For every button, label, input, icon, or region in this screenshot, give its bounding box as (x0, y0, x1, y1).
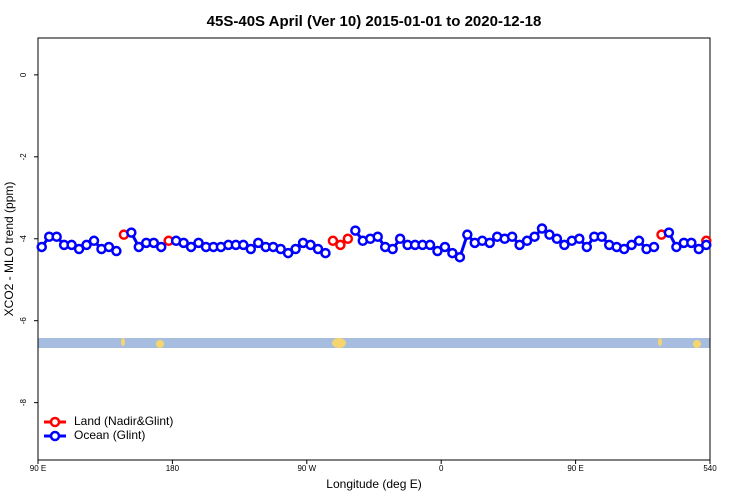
point (81, 239, 92, 251)
point (506, 231, 518, 242)
point (66, 239, 77, 251)
land-patch (121, 338, 125, 346)
land-patch (156, 340, 164, 348)
point (126, 227, 137, 238)
x-tick-label: 90 W (297, 464, 316, 473)
point (36, 241, 47, 253)
point (581, 241, 593, 253)
point (320, 247, 331, 259)
point (73, 243, 85, 255)
point (693, 243, 705, 255)
point (290, 243, 301, 255)
legend-marker (49, 430, 61, 442)
point (574, 233, 585, 245)
point (559, 239, 570, 251)
point (439, 241, 451, 253)
point (275, 243, 286, 255)
point (312, 243, 324, 255)
y-axis-label: XCO2 - MLO trend (ppm) (2, 182, 16, 317)
point (282, 247, 294, 259)
point (663, 227, 675, 238)
point (350, 225, 361, 236)
point (238, 239, 249, 251)
point (185, 241, 197, 253)
point (253, 237, 264, 249)
point (462, 229, 473, 240)
point (514, 239, 525, 251)
y-tick-label: -6 (19, 317, 28, 325)
point (178, 237, 189, 249)
land-strip (38, 338, 710, 348)
point (327, 235, 339, 247)
x-tick-label: 90 E (567, 464, 583, 473)
point (596, 231, 607, 242)
point (529, 231, 540, 242)
point (424, 239, 436, 251)
point (648, 241, 660, 253)
point (88, 235, 100, 247)
point (387, 243, 398, 255)
legend-label: Land (Nadir&Glint) (74, 414, 173, 428)
point (484, 237, 495, 249)
point (432, 245, 443, 257)
point (155, 241, 167, 253)
y-tick-label: 0 (19, 72, 28, 77)
x-tick-label: 180 (166, 464, 180, 473)
point (551, 233, 563, 245)
land-patch (693, 340, 701, 348)
point (521, 235, 533, 247)
point (618, 243, 630, 255)
chart-title: 45S-40S April (Ver 10) 2015-01-01 to 202… (207, 13, 542, 30)
point (671, 241, 682, 253)
land-patch (658, 338, 662, 346)
x-tick-label: 0 (439, 464, 444, 473)
point (544, 229, 555, 240)
x-tick-label: 90 E (30, 464, 46, 473)
point (51, 231, 62, 242)
legend-marker (49, 416, 61, 428)
point (133, 241, 145, 253)
point (372, 231, 383, 242)
x-axis-label: Longitude (deg E) (326, 477, 421, 491)
point (335, 239, 346, 251)
point (686, 237, 697, 249)
point (193, 237, 204, 249)
point (111, 245, 122, 257)
y-tick-label: -8 (19, 399, 28, 407)
legend-label: Ocean (Glint) (74, 428, 145, 442)
point (633, 235, 645, 247)
x-tick-label: 540 (703, 464, 717, 473)
point (245, 243, 257, 255)
point (454, 251, 466, 263)
point (536, 223, 548, 234)
point (103, 241, 115, 253)
y-tick-label: -4 (19, 235, 28, 243)
point (305, 239, 316, 251)
y-tick-label: -2 (19, 153, 28, 161)
ocean-strip (38, 338, 710, 348)
point (342, 233, 354, 245)
point (701, 239, 712, 251)
point (447, 247, 458, 259)
point (148, 237, 159, 249)
land-patch (332, 338, 346, 348)
point (394, 233, 406, 245)
point (626, 239, 637, 251)
